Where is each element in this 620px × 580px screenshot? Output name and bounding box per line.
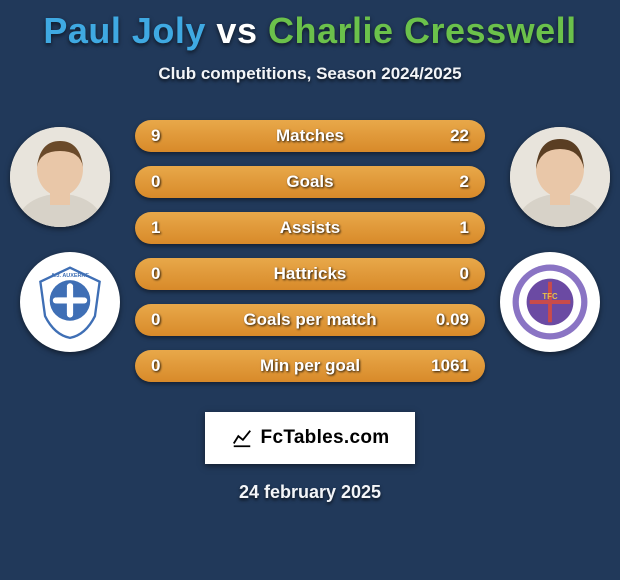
content-area: A.J. AUXERRE TFC 9Matches22 0Goals2 1Assis…	[0, 112, 620, 392]
crest-right-label: TFC	[542, 292, 558, 301]
footer-brand-badge: FcTables.com	[205, 412, 415, 464]
crest-left-svg: A.J. AUXERRE	[31, 263, 109, 341]
stat-bars: 9Matches22 0Goals2 1Assists1 0Hattricks0 0Go…	[135, 120, 485, 396]
player-avatar-left	[10, 127, 110, 227]
comparison-card: Paul Joly vs Charlie Cresswell Club comp…	[0, 0, 620, 580]
stat-label: Goals	[135, 172, 485, 192]
stat-bar-5: 0Min per goal1061	[135, 350, 485, 382]
title-right-name: Charlie Cresswell	[268, 10, 577, 51]
stat-bar-1: 0Goals2	[135, 166, 485, 198]
card-subtitle: Club competitions, Season 2024/2025	[0, 64, 620, 84]
club-crest-left: A.J. AUXERRE	[20, 252, 120, 352]
avatar-left-svg	[10, 127, 110, 227]
stat-bar-4: 0Goals per match0.09	[135, 304, 485, 336]
avatar-right-svg	[510, 127, 610, 227]
club-crest-right: TFC	[500, 252, 600, 352]
title-left-name: Paul Joly	[43, 10, 206, 51]
crest-right-svg: TFC	[511, 263, 589, 341]
stat-label: Goals per match	[135, 310, 485, 330]
stat-bar-0: 9Matches22	[135, 120, 485, 152]
stat-label: Min per goal	[135, 356, 485, 376]
crest-left-label: A.J. AUXERRE	[51, 273, 89, 279]
title-vs: vs	[206, 10, 268, 51]
footer-date: 24 february 2025	[0, 482, 620, 503]
stat-bar-3: 0Hattricks0	[135, 258, 485, 290]
stat-label: Matches	[135, 126, 485, 146]
stat-bar-2: 1Assists1	[135, 212, 485, 244]
footer-brand-text: FcTables.com	[261, 427, 390, 449]
player-avatar-right	[510, 127, 610, 227]
card-title: Paul Joly vs Charlie Cresswell	[0, 10, 620, 52]
stat-label: Hattricks	[135, 264, 485, 284]
chart-icon	[231, 427, 253, 449]
stat-label: Assists	[135, 218, 485, 238]
